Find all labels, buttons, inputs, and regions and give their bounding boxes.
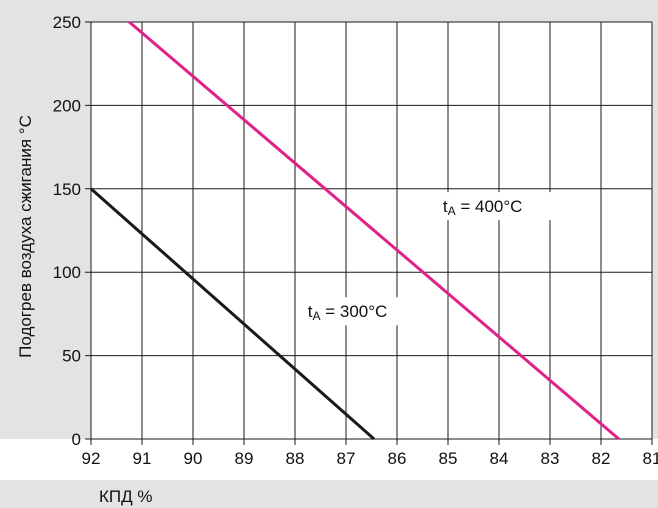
y-tick-label: 250: [53, 13, 81, 32]
series-line-1: [90, 187, 376, 441]
x-tick-label: 89: [235, 449, 254, 468]
x-tick-label: 84: [490, 449, 509, 468]
tick-labels: 92 91 90 89 88 87 86 85 84 83 82 81 0 50 100 150 200 250: [53, 13, 658, 468]
y-axis-label: Подогрев воздуха сжигания °C: [16, 115, 35, 358]
series-annotations: tA = 300°C tA = 400°C: [301, 192, 555, 326]
x-tick-label: 92: [82, 449, 101, 468]
y-tick-label: 0: [72, 430, 81, 449]
series-annotation-1: tA = 300°C: [308, 302, 388, 323]
y-tick-label: 150: [53, 180, 81, 199]
series-line-2: [128, 20, 620, 441]
y-tick-label: 100: [53, 263, 81, 282]
x-tick-label: 85: [439, 449, 458, 468]
series-annotation-2: tA = 400°C: [443, 197, 523, 218]
x-tick-label: 87: [337, 449, 356, 468]
x-tick-label: 83: [541, 449, 560, 468]
x-tick-band: [0, 439, 658, 480]
y-tick-label: 200: [53, 96, 81, 115]
x-tick-label: 90: [184, 449, 203, 468]
plot-area: [91, 22, 652, 439]
x-tick-label: 82: [592, 449, 611, 468]
x-tick-label: 91: [133, 449, 152, 468]
annotation-background: [436, 192, 555, 221]
y-tick-label: 50: [62, 347, 81, 366]
x-tick-label: 88: [286, 449, 305, 468]
grid-lines: [85, 21, 653, 445]
x-tick-label: 81: [643, 449, 658, 468]
x-tick-label: 86: [388, 449, 407, 468]
series-lines: [90, 20, 620, 441]
x-axis-label: КПД %: [99, 487, 152, 506]
annotation-background: [301, 297, 420, 326]
